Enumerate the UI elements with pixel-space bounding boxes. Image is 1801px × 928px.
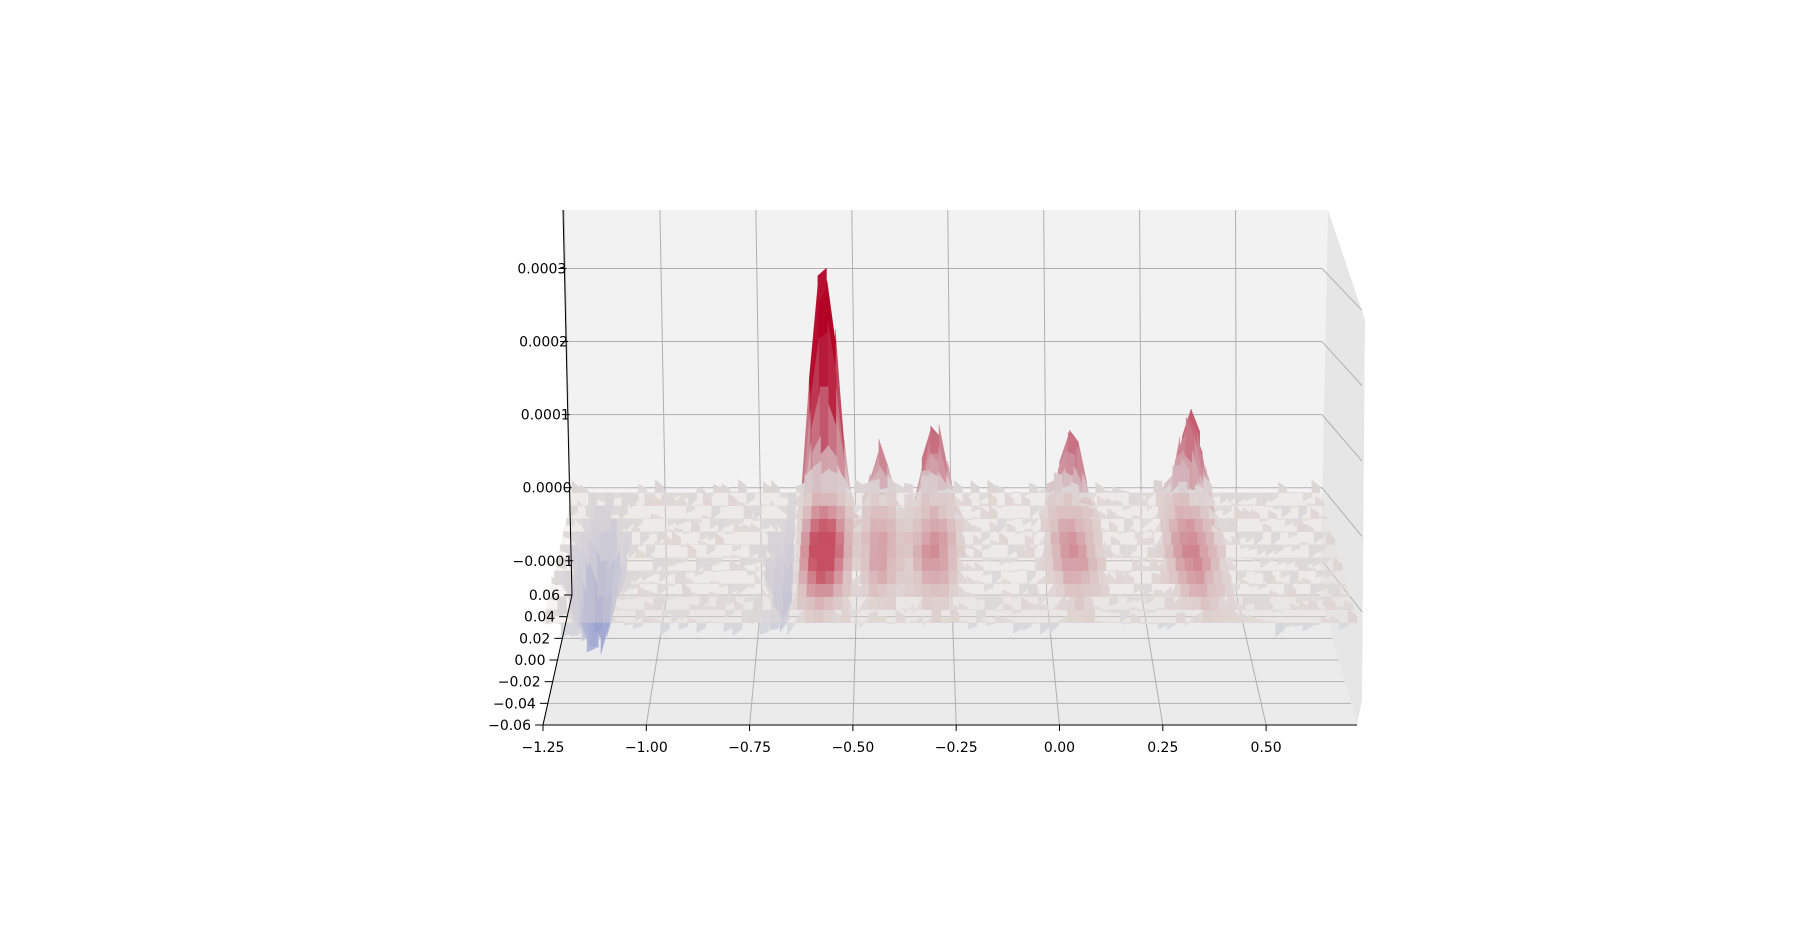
surface-facet: [920, 475, 930, 493]
surface-facet: [1315, 496, 1324, 506]
surface-facet: [1311, 479, 1321, 493]
surface-baseline-sheet: [543, 492, 1357, 623]
surface-facet: [1322, 531, 1332, 538]
surface-facet: [1333, 557, 1343, 571]
z-gridline-side: [1321, 341, 1363, 387]
x-tick-label: −0.50: [831, 740, 874, 756]
surface-facet: [1347, 609, 1358, 623]
surface-facet: [1153, 479, 1163, 493]
x-gridline-wall: [1139, 209, 1143, 596]
surface-facet: [904, 482, 913, 493]
surface-facet: [1053, 472, 1063, 493]
x-tick-label: 0.50: [1251, 740, 1282, 756]
y-tick-label: −0.02: [498, 675, 541, 691]
y-tick-label: 0.02: [519, 631, 550, 647]
y-tick-label: −0.04: [493, 696, 536, 712]
z-tick-label: −0.0001: [512, 554, 573, 570]
surface-facet: [1178, 481, 1188, 493]
y-axis-ticks: 0.06 0.04 0.02 0.00 −0.02 −0.04 −0.06: [488, 588, 572, 734]
z-tick-label: 0.0001: [521, 408, 570, 424]
x-tick-label: −0.75: [728, 740, 771, 756]
z-tick-label: 0.0003: [517, 261, 566, 277]
z-gridline-side: [1321, 487, 1363, 537]
z-gridline-side: [1321, 268, 1363, 311]
y-tick-label: −0.06: [488, 718, 531, 734]
y-tick-label: 0.06: [529, 588, 560, 604]
side-pane: [1320, 210, 1365, 725]
z-tick-label: 0.0000: [522, 481, 571, 497]
surface-facet: [1318, 515, 1328, 519]
x-tick-label: 0.25: [1147, 740, 1178, 756]
x-tick-label: −0.25: [935, 740, 978, 756]
y-tick-label: 0.00: [514, 653, 545, 669]
surface-mesh: [542, 267, 1358, 655]
z-tick-label: 0.0002: [519, 335, 568, 351]
z-axis-ticks: −0.0001 0.0000 0.0001 0.0002 0.0003: [512, 261, 574, 570]
surface-facet: [1100, 527, 1110, 532]
surface-facet: [1336, 583, 1347, 590]
surface-facet: [829, 470, 839, 493]
surface-facet: [1344, 599, 1354, 610]
x-axis-ticks: −1.25 −1.00 −0.75 −0.50 −0.25 0.00 0.25 0.50: [522, 725, 1282, 756]
x-tick-label: 0.00: [1044, 740, 1075, 756]
x-tick-label: −1.25: [522, 740, 565, 756]
z-gridline-side: [1321, 414, 1363, 462]
y-tick-label: 0.04: [524, 610, 555, 626]
surface-facet: [1340, 592, 1350, 597]
z-axis-line: [562, 209, 573, 596]
surface-facet: [1037, 596, 1048, 608]
surface-facet: [871, 479, 880, 493]
x-tick-label: −1.00: [625, 740, 668, 756]
surface-facet: [1186, 489, 1196, 493]
